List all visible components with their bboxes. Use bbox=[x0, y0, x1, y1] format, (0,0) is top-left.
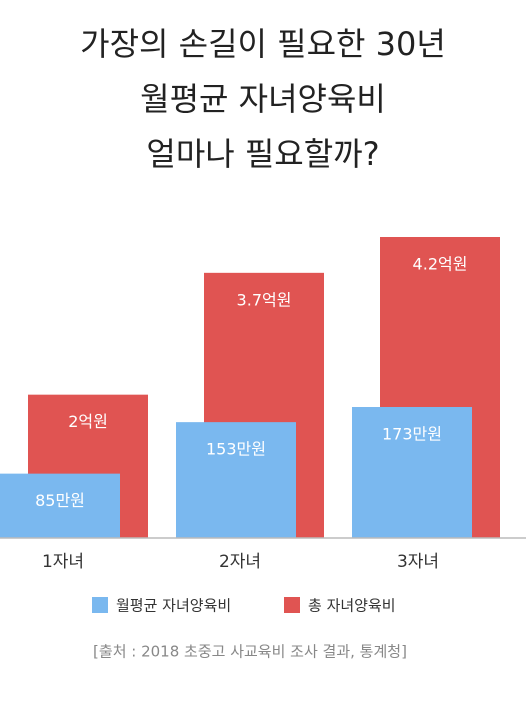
value-label: 153만원 bbox=[206, 440, 266, 459]
x-tick-label: 3자녀 bbox=[397, 552, 439, 572]
legend-swatch bbox=[284, 597, 300, 613]
value-label: 2억원 bbox=[68, 412, 108, 431]
legend-label: 월평균 자녀양육비 bbox=[116, 597, 231, 615]
bar bbox=[0, 473, 120, 538]
value-label: 173만원 bbox=[382, 425, 442, 444]
chart-title: 가장의 손길이 필요한 30년 bbox=[80, 25, 446, 63]
value-label: 3.7억원 bbox=[237, 290, 292, 309]
bar bbox=[176, 422, 296, 538]
source: [출처 : 2018 초중고 사교육비 조사 결과, 통계청] bbox=[93, 643, 407, 661]
value-label: 4.2억원 bbox=[413, 255, 468, 274]
value-label: 85만원 bbox=[35, 491, 85, 510]
chart-title: 얼마나 필요할까? bbox=[146, 135, 379, 173]
legend-label: 총 자녀양육비 bbox=[308, 597, 396, 615]
legend-swatch bbox=[92, 597, 108, 613]
x-tick-label: 2자녀 bbox=[219, 552, 261, 572]
bar bbox=[352, 407, 472, 538]
x-tick-label: 1자녀 bbox=[42, 552, 84, 572]
chart-title: 월평균 자녀양육비 bbox=[140, 80, 386, 118]
